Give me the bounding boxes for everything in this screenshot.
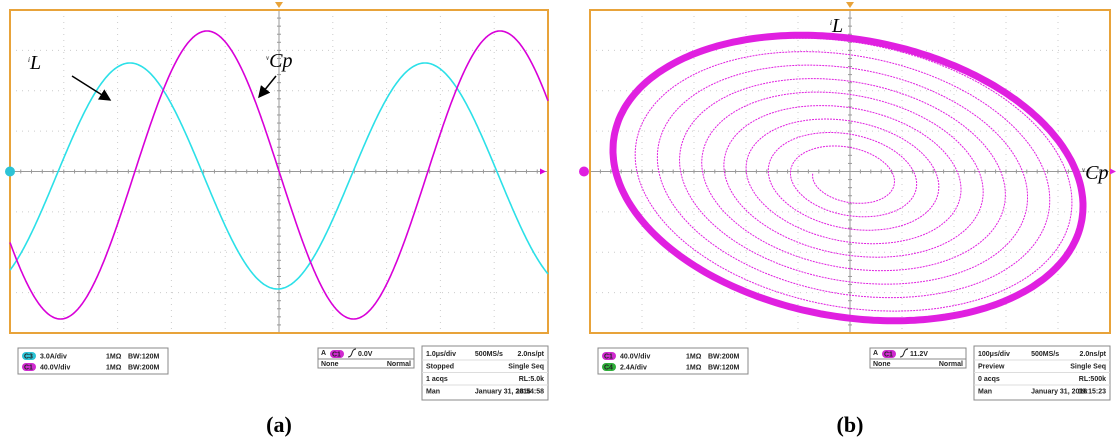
channel-marker: [5, 167, 15, 177]
label-subscript: Cp: [269, 50, 292, 72]
trigger-mode: A: [321, 350, 326, 357]
label-subscript: L: [29, 52, 41, 74]
timebase-field: 19:15:23: [1078, 389, 1106, 396]
channel-coupling: 1MΩ: [686, 365, 702, 372]
caption: (b): [837, 412, 864, 437]
timebase-field: RL:500k: [1079, 376, 1106, 383]
trigger-coupling: None: [873, 361, 891, 368]
timebase-field: 18:54:58: [516, 389, 544, 396]
xy-trace: [613, 38, 1072, 311]
timebase-field: Stopped: [426, 364, 454, 371]
channel-marker: [579, 167, 589, 177]
channel-id: C4: [604, 365, 613, 372]
timebase-field: 500MS/s: [1031, 351, 1059, 358]
timebase-field: 0 acqs: [978, 376, 1000, 383]
channel-bandwidth: BW:120M: [128, 354, 160, 361]
timebase-field: Preview: [978, 364, 1005, 371]
trigger-marker: [275, 2, 283, 8]
channel-id: C1: [604, 354, 613, 361]
label-subscript: Cp: [1085, 162, 1108, 184]
trigger-source: C1: [884, 352, 893, 359]
arrow: [259, 76, 276, 97]
signal-label: iL: [830, 15, 843, 37]
channel-coupling: 1MΩ: [106, 354, 122, 361]
trigger-type: Normal: [387, 361, 411, 368]
trigger-source: C1: [332, 352, 341, 359]
trigger-marker: [846, 2, 854, 8]
timebase-field: 2.0ns/pt: [1080, 351, 1107, 358]
channel-scale: 3.0A/div: [40, 354, 67, 361]
timebase-field: Man: [426, 389, 440, 396]
trigger-level: 11.2V: [910, 351, 928, 358]
channel-marker: [540, 169, 546, 175]
timebase-field: 1.0μs/div: [426, 351, 456, 358]
signal-label: iL: [28, 52, 41, 74]
channel-bandwidth: BW:200M: [708, 354, 740, 361]
channel-id: C1: [24, 365, 33, 372]
channel-bandwidth: BW:120M: [708, 365, 740, 372]
trigger-coupling: None: [321, 361, 339, 368]
label-subscript: L: [831, 15, 843, 37]
trigger-type: Normal: [939, 361, 963, 368]
timebase-field: 1 acqs: [426, 376, 448, 383]
timebase-field: Single Seq: [1070, 364, 1106, 371]
channel-coupling: 1MΩ: [106, 365, 122, 372]
timebase-field: Single Seq: [508, 364, 544, 371]
timebase-field: Man: [978, 389, 992, 396]
channel-id: C3: [24, 354, 33, 361]
timebase-field: 100μs/div: [978, 351, 1010, 358]
signal-label: vCp: [266, 50, 292, 72]
channel-scale: 40.0V/div: [40, 365, 70, 372]
channel-scale: 40.0V/div: [620, 354, 650, 361]
xy-trace: [613, 35, 1083, 321]
timebase-field: RL:5.0k: [519, 376, 544, 383]
timebase-field: 500MS/s: [475, 351, 503, 358]
trigger-mode: A: [873, 350, 878, 357]
channel-scale: 2.4A/div: [620, 365, 647, 372]
figure: iL vCp C3 3.0A/div 1MΩ BW:120M C1 40.0V/div 1MΩ B…: [0, 0, 1117, 441]
channel-marker: [1110, 169, 1116, 175]
trigger-level: 0.0V: [358, 351, 373, 358]
channel-bandwidth: BW:200M: [128, 365, 160, 372]
signal-label: vCp: [1082, 162, 1108, 184]
caption: (a): [266, 412, 292, 437]
timebase-field: 2.0ns/pt: [518, 351, 545, 358]
channel-coupling: 1MΩ: [686, 354, 702, 361]
